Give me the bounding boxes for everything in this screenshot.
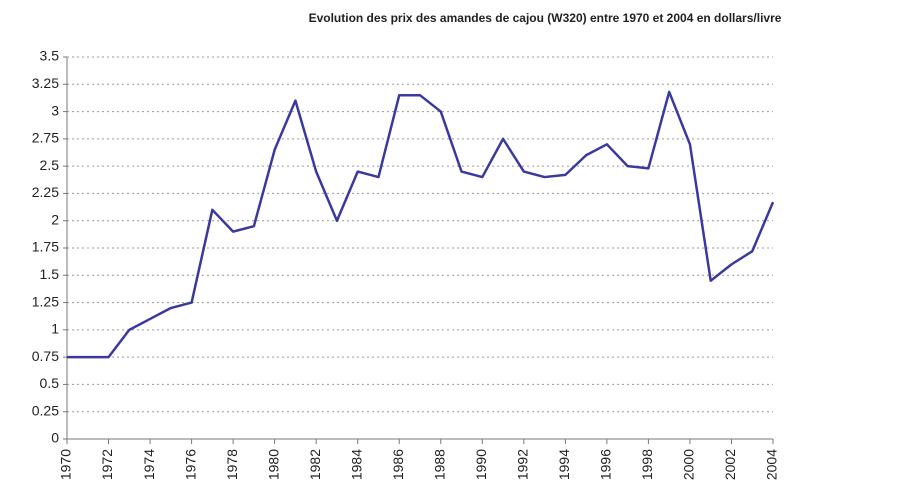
y-tick-label: 2.25 <box>32 184 59 200</box>
y-tick-label: 2.5 <box>40 157 60 173</box>
y-tick-label: 0 <box>51 430 59 446</box>
x-tick-label: 1984 <box>348 449 364 480</box>
y-tick-label: 0.5 <box>40 375 60 391</box>
y-tick-label: 2.75 <box>32 130 59 146</box>
x-tick-label: 1970 <box>58 449 74 480</box>
y-tick-label: 1 <box>51 321 59 337</box>
y-tick-label: 0.25 <box>32 402 59 418</box>
x-tick-label: 1998 <box>639 449 655 480</box>
chart-title: Evolution des prix des amandes de cajou … <box>309 11 782 25</box>
x-tick-label: 2002 <box>722 449 738 480</box>
y-tick-label: 3.25 <box>32 75 59 91</box>
y-tick-label: 0.75 <box>32 348 59 364</box>
x-tick-label: 1990 <box>473 449 489 480</box>
x-tick-label: 1982 <box>307 449 323 480</box>
y-tick-label: 3.5 <box>40 48 60 64</box>
x-tick-label: 1992 <box>515 449 531 480</box>
x-tick-label: 2004 <box>764 449 780 480</box>
line <box>67 90 775 359</box>
x-tick-label: 1996 <box>598 449 614 480</box>
y-tick-label: 1.25 <box>32 293 59 309</box>
x-tick-label: 1994 <box>556 449 572 480</box>
y-tick-label: 1.75 <box>32 239 59 255</box>
x-tick-label: 1980 <box>265 449 281 480</box>
x-tick-label: 2000 <box>681 449 697 480</box>
x-tick-label: 1988 <box>431 449 447 480</box>
y-tick-label: 2 <box>51 211 59 227</box>
x-tick-label: 1972 <box>99 449 115 480</box>
x-tick-label: 1976 <box>182 449 198 480</box>
y-tick-label: 3 <box>51 102 59 118</box>
y-tick-label: 1.5 <box>40 266 60 282</box>
x-tick-label: 1978 <box>224 449 240 480</box>
x-tick-label: 1974 <box>141 449 157 480</box>
x-tick-label: 1986 <box>390 449 406 480</box>
